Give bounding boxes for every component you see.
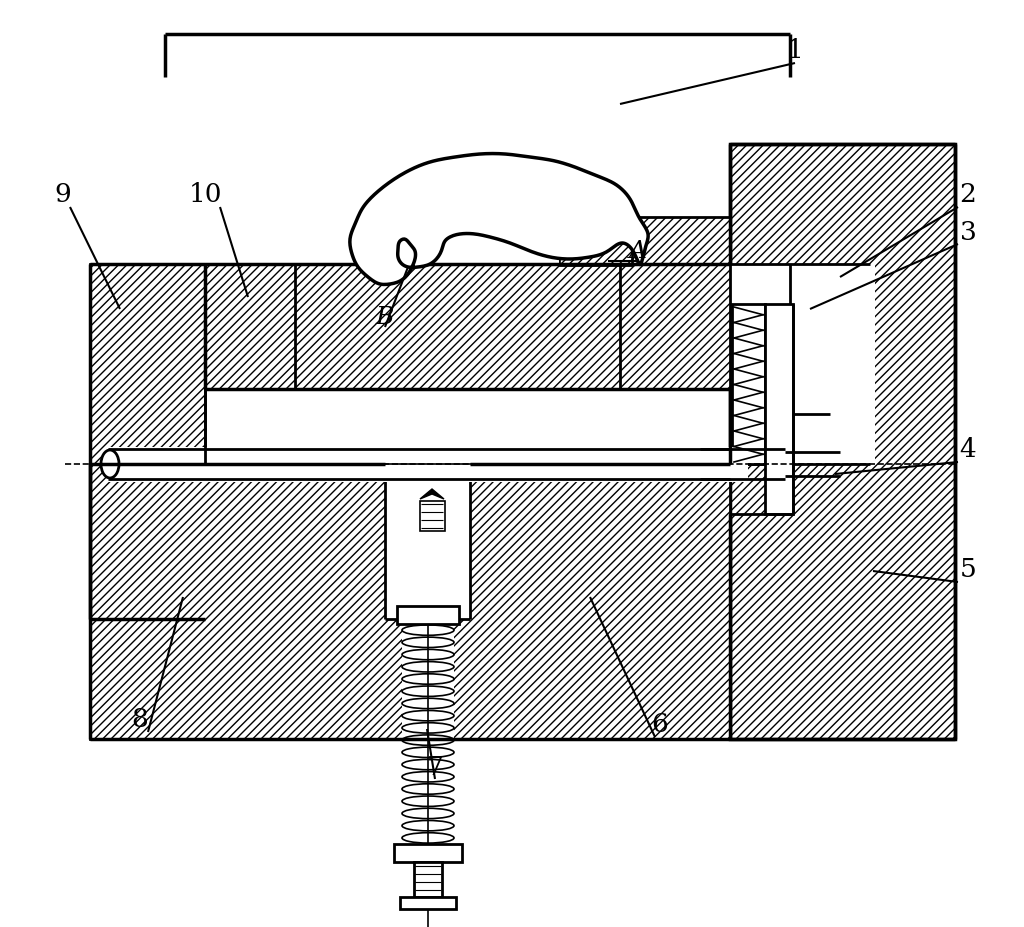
Bar xyxy=(730,265,874,464)
Bar xyxy=(414,862,442,897)
Ellipse shape xyxy=(101,451,119,478)
Bar xyxy=(90,464,730,739)
Text: 6: 6 xyxy=(651,712,669,737)
Ellipse shape xyxy=(402,650,454,660)
Ellipse shape xyxy=(402,808,454,819)
Ellipse shape xyxy=(402,735,454,745)
Text: 5: 5 xyxy=(959,557,976,582)
Bar xyxy=(765,305,793,514)
Text: 1: 1 xyxy=(786,37,804,62)
Bar xyxy=(402,624,454,844)
Bar xyxy=(205,265,295,389)
Bar xyxy=(560,218,632,266)
Polygon shape xyxy=(350,155,648,286)
Ellipse shape xyxy=(402,759,454,770)
Ellipse shape xyxy=(402,711,454,721)
Bar xyxy=(108,448,748,482)
Text: 4: 4 xyxy=(959,437,976,462)
Ellipse shape xyxy=(402,699,454,709)
Ellipse shape xyxy=(402,723,454,733)
Ellipse shape xyxy=(402,832,454,844)
Bar xyxy=(394,844,462,862)
Text: 2: 2 xyxy=(959,183,977,208)
Ellipse shape xyxy=(402,784,454,794)
Bar xyxy=(360,218,422,266)
Ellipse shape xyxy=(402,772,454,782)
Text: 7: 7 xyxy=(427,755,443,780)
Bar xyxy=(730,145,955,739)
Bar xyxy=(205,265,730,389)
Ellipse shape xyxy=(402,796,454,806)
Text: 8: 8 xyxy=(132,706,148,731)
Ellipse shape xyxy=(402,820,454,831)
Ellipse shape xyxy=(402,662,454,672)
Text: B: B xyxy=(376,306,394,329)
Bar xyxy=(732,305,765,464)
Ellipse shape xyxy=(402,625,454,636)
Ellipse shape xyxy=(402,638,454,648)
Text: 9: 9 xyxy=(54,183,72,208)
Bar xyxy=(90,265,205,619)
Bar xyxy=(560,218,632,266)
Text: 3: 3 xyxy=(959,220,977,244)
Bar xyxy=(400,897,456,909)
Ellipse shape xyxy=(402,747,454,757)
Polygon shape xyxy=(420,489,444,500)
Ellipse shape xyxy=(402,674,454,684)
Bar xyxy=(420,502,445,531)
Bar xyxy=(397,606,459,624)
Bar xyxy=(385,464,470,619)
Text: 10: 10 xyxy=(188,183,222,208)
Ellipse shape xyxy=(402,686,454,697)
Bar xyxy=(620,218,730,389)
Text: A: A xyxy=(629,240,647,263)
